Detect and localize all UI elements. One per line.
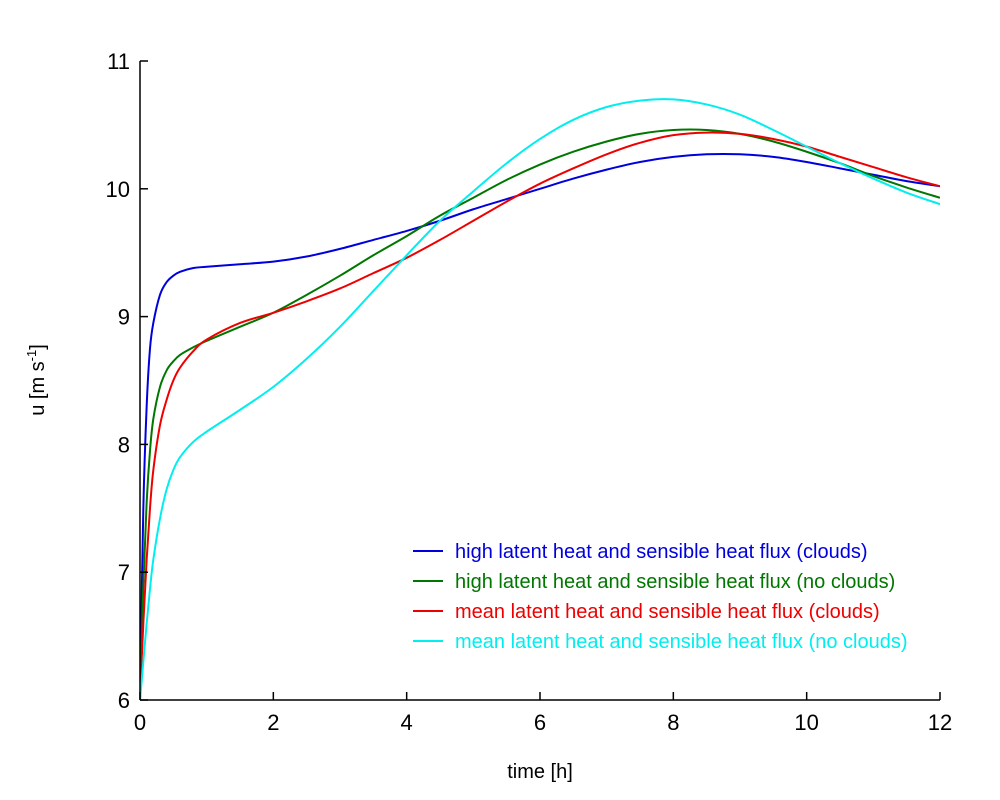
series-line-3 (140, 131, 940, 701)
y-tick-label: 11 (107, 49, 130, 74)
x-tick-label: 2 (267, 710, 279, 735)
y-axis-title-exponent: -1 (24, 350, 39, 362)
legend-label: high latent heat and sensible heat flux … (455, 571, 895, 593)
y-axis-title: u [m s-1] (24, 344, 49, 416)
ticks: 0 2 4 6 8 10 12 6 7 8 9 10 11 (106, 49, 953, 735)
legend: high latent heat and sensible heat flux … (413, 541, 908, 653)
x-tick-label: 0 (134, 710, 146, 735)
series-line-1 (140, 152, 940, 701)
series-lines (140, 98, 940, 701)
series-line-4 (140, 98, 940, 701)
x-axis-title: time [h] (507, 761, 573, 783)
x-tick-label: 12 (928, 710, 952, 735)
y-axis-title-base: u [m s (27, 361, 49, 415)
legend-label: mean latent heat and sensible heat flux … (455, 601, 880, 623)
y-tick-label: 9 (118, 305, 130, 330)
y-tick-label: 8 (118, 432, 130, 457)
legend-label: mean latent heat and sensible heat flux … (455, 631, 908, 653)
y-tick-label: 10 (106, 177, 130, 202)
x-tick-label: 6 (534, 710, 546, 735)
legend-label: high latent heat and sensible heat flux … (455, 541, 868, 563)
y-tick-label: 7 (118, 560, 130, 585)
series-line-2 (140, 128, 940, 701)
y-axis-title-close: ] (27, 344, 49, 350)
x-tick-label: 4 (401, 710, 413, 735)
x-tick-label: 10 (794, 710, 818, 735)
y-tick-label: 6 (118, 688, 130, 713)
x-tick-label: 8 (667, 710, 679, 735)
